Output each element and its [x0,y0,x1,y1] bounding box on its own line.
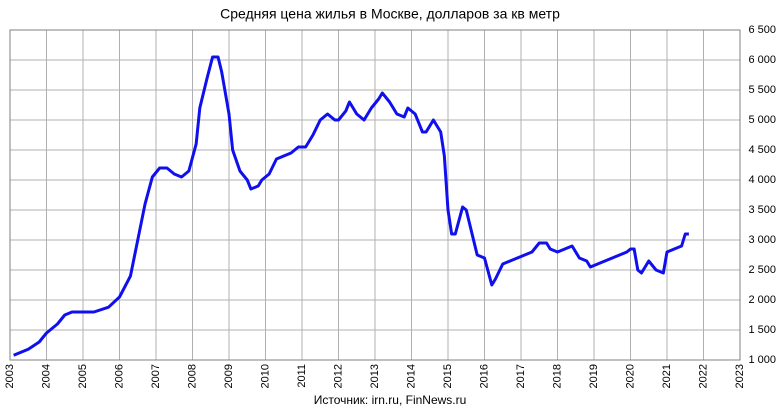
source: Источник: irn.ru, FinNews.ru [314,393,467,407]
x-tick-label: 2020 [624,364,636,388]
y-tick-label: 6 000 [748,54,776,66]
x-tick-label: 2010 [259,364,271,388]
x-tick-label: 2008 [186,364,198,388]
y-tick-label: 2 500 [748,264,776,276]
x-tick-label: 2012 [332,364,344,388]
x-tick-label: 2007 [150,364,162,388]
y-tick-label: 6 500 [748,24,776,36]
y-tick-label: 4 000 [748,174,776,186]
y-tick-label: 3 000 [748,234,776,246]
x-tick-label: 2016 [478,364,490,388]
x-tick-label: 2019 [588,364,600,388]
y-tick-label: 5 500 [748,84,776,96]
y-tick-label: 1 500 [748,324,776,336]
line [13,55,689,357]
x-tick-label: 2009 [223,364,235,388]
plot-border [9,29,741,361]
y-tick-label: 4 500 [748,144,776,156]
x-tick-label: 2005 [77,364,89,388]
y-tick-label: 5 000 [748,114,776,126]
x-tick-label: 2023 [734,364,746,388]
x-tick-label: 2018 [551,364,563,388]
y-tick-label: 1 000 [748,354,776,366]
y-tick-label: 3 500 [748,204,776,216]
x-tick-label: 2014 [405,364,417,388]
x-tick-label: 2003 [4,364,16,388]
x-tick-label: 2022 [697,364,709,388]
x-tick-label: 2017 [515,364,527,388]
x-tick-label: 2015 [442,364,454,388]
x-tick-label: 2006 [113,364,125,388]
x-tick-label: 2011 [296,364,308,388]
chart-title: Средняя цена жилья в Москве, долларов за… [220,6,560,22]
y-tick-label: 2 000 [748,294,776,306]
x-tick-label: 2013 [369,364,381,388]
x-tick-label: 2004 [40,364,52,388]
x-tick-label: 2021 [661,364,673,388]
